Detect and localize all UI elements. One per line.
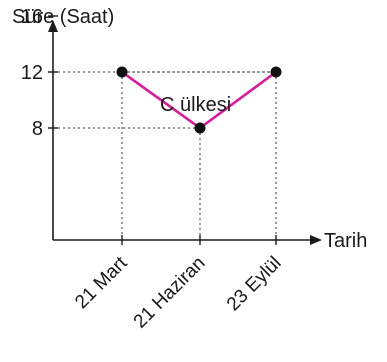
data-point: [270, 66, 282, 78]
y-tick-label: 8: [32, 118, 43, 140]
y-ticks: 8 12 16: [21, 6, 58, 140]
x-tick-label: 23 Eylül: [223, 253, 286, 316]
x-tick-label: 21 Haziran: [130, 253, 210, 333]
series-group: [116, 66, 282, 134]
chart-title: C ülkesi: [160, 94, 231, 116]
guide-lines: [53, 71, 277, 240]
data-point: [194, 122, 206, 134]
y-tick-label: 16: [21, 6, 43, 28]
x-axis-label: Tarih: [324, 230, 367, 252]
y-tick-label: 12: [21, 62, 43, 84]
y-axis-label: Süre (Saat): [12, 6, 114, 28]
data-point: [116, 66, 128, 78]
x-tick-label: 21 Mart: [71, 252, 132, 313]
